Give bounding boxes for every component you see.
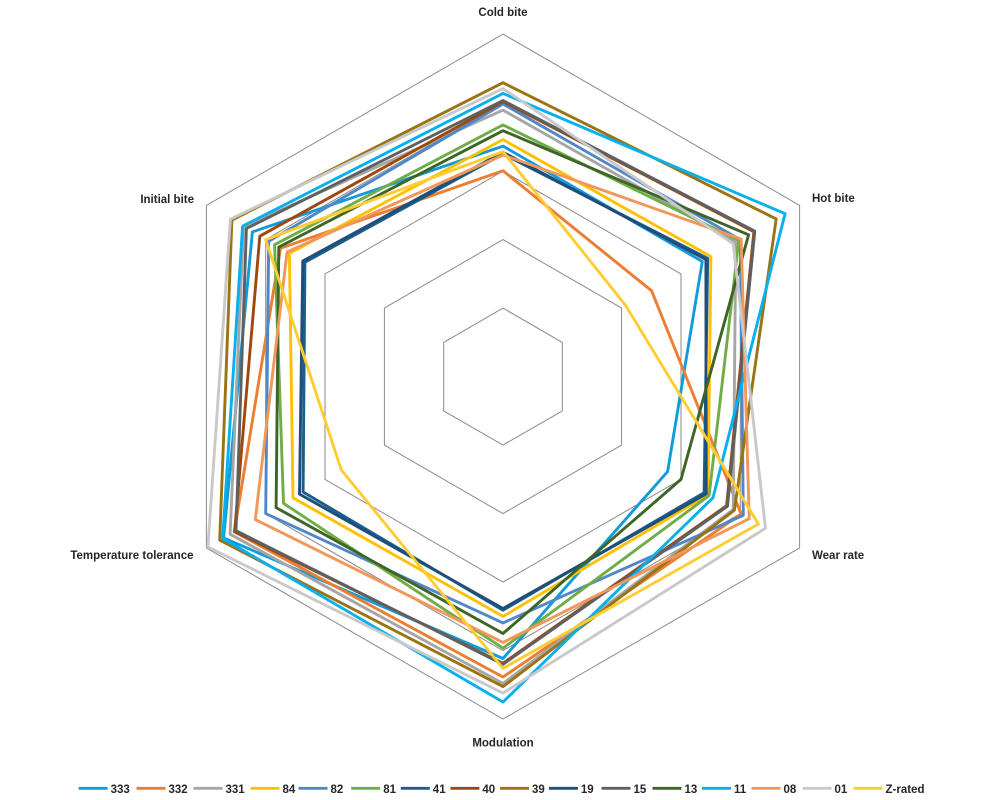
svg-text:Modulation: Modulation — [472, 738, 533, 750]
svg-text:08: 08 — [784, 784, 797, 796]
svg-text:82: 82 — [331, 784, 344, 796]
svg-text:13: 13 — [685, 784, 698, 796]
svg-text:39: 39 — [532, 784, 545, 796]
svg-text:41: 41 — [433, 784, 446, 796]
svg-text:11: 11 — [734, 784, 747, 796]
svg-text:81: 81 — [383, 784, 396, 796]
svg-text:332: 332 — [169, 784, 188, 796]
svg-text:Hot bite: Hot bite — [812, 193, 855, 205]
svg-text:84: 84 — [283, 784, 296, 796]
svg-text:331: 331 — [226, 784, 246, 796]
svg-text:15: 15 — [634, 784, 647, 796]
svg-text:Initial bite: Initial bite — [140, 194, 194, 206]
svg-text:19: 19 — [581, 784, 594, 796]
svg-text:40: 40 — [482, 784, 495, 796]
svg-text:Temperature tolerance: Temperature tolerance — [70, 550, 193, 562]
svg-text:333: 333 — [111, 784, 130, 796]
svg-text:Cold bite: Cold bite — [478, 7, 527, 19]
svg-text:Z-rated: Z-rated — [886, 784, 925, 796]
svg-text:Wear rate: Wear rate — [812, 550, 864, 562]
svg-text:01: 01 — [835, 784, 848, 796]
